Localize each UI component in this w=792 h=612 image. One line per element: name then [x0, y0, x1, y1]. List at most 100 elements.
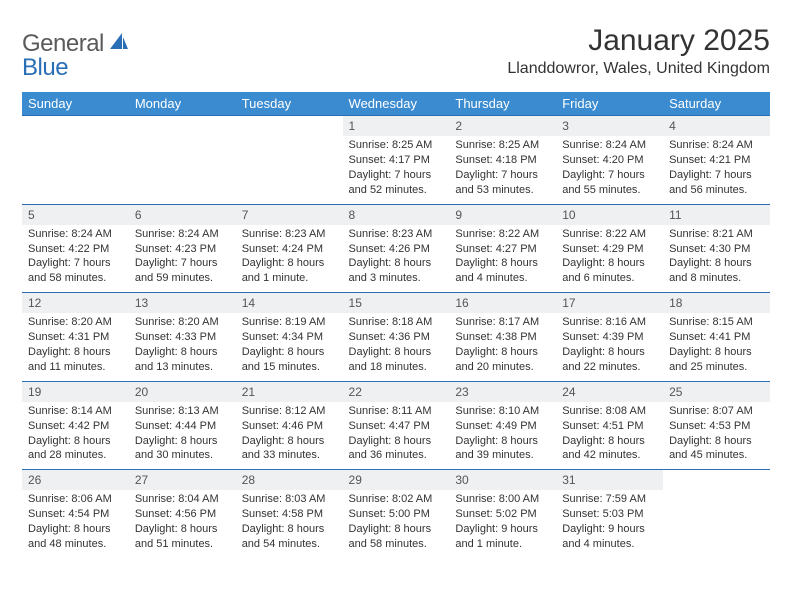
sunset-text: Sunset: 4:23 PM: [135, 242, 230, 257]
daylight-text: Daylight: 8 hours and 54 minutes.: [242, 522, 337, 552]
day-number-cell: [22, 116, 129, 137]
day-number: 11: [669, 208, 681, 222]
month-title: January 2025: [507, 24, 770, 58]
daylight-text: Daylight: 8 hours and 39 minutes.: [455, 434, 550, 464]
sunrise-text: Sunrise: 8:25 AM: [455, 138, 550, 153]
day-number-cell: 1: [343, 116, 450, 137]
sunrise-text: Sunrise: 8:08 AM: [562, 404, 657, 419]
sunrise-text: Sunrise: 8:04 AM: [135, 492, 230, 507]
sunset-text: Sunset: 5:02 PM: [455, 507, 550, 522]
daylight-text: Daylight: 8 hours and 22 minutes.: [562, 345, 657, 375]
day-content-cell: Sunrise: 8:25 AMSunset: 4:18 PMDaylight:…: [449, 136, 556, 204]
daylight-text: Daylight: 7 hours and 52 minutes.: [349, 168, 444, 198]
day-number: 29: [349, 473, 362, 487]
sunrise-text: Sunrise: 8:02 AM: [349, 492, 444, 507]
sunrise-text: Sunrise: 8:20 AM: [28, 315, 123, 330]
daylight-text: Daylight: 8 hours and 30 minutes.: [135, 434, 230, 464]
day-number-cell: 4: [663, 116, 770, 137]
sunrise-text: Sunrise: 8:23 AM: [242, 227, 337, 242]
day-content-cell: [663, 490, 770, 557]
sunset-text: Sunset: 4:30 PM: [669, 242, 764, 257]
day-content-cell: Sunrise: 8:17 AMSunset: 4:38 PMDaylight:…: [449, 313, 556, 381]
day-number: 23: [455, 385, 468, 399]
day-content-cell: Sunrise: 8:24 AMSunset: 4:23 PMDaylight:…: [129, 225, 236, 293]
day-number: 7: [242, 208, 249, 222]
day-number: 4: [669, 119, 676, 133]
sunset-text: Sunset: 5:03 PM: [562, 507, 657, 522]
sunrise-text: Sunrise: 8:11 AM: [349, 404, 444, 419]
daylight-text: Daylight: 8 hours and 4 minutes.: [455, 256, 550, 286]
day-number: 31: [562, 473, 575, 487]
sunrise-text: Sunrise: 8:25 AM: [349, 138, 444, 153]
day-content-cell: Sunrise: 8:03 AMSunset: 4:58 PMDaylight:…: [236, 490, 343, 557]
day-content-cell: [236, 136, 343, 204]
day-number-cell: 15: [343, 293, 450, 314]
day-number-cell: 30: [449, 470, 556, 491]
day-content-cell: Sunrise: 8:13 AMSunset: 4:44 PMDaylight:…: [129, 402, 236, 470]
sunrise-text: Sunrise: 8:07 AM: [669, 404, 764, 419]
day-number-cell: 9: [449, 204, 556, 225]
day-number-cell: 16: [449, 293, 556, 314]
page: General January 2025 Llanddowror, Wales,…: [0, 0, 792, 558]
sunset-text: Sunset: 4:24 PM: [242, 242, 337, 257]
title-block: January 2025 Llanddowror, Wales, United …: [507, 24, 770, 78]
daylight-text: Daylight: 8 hours and 20 minutes.: [455, 345, 550, 375]
sunset-text: Sunset: 4:29 PM: [562, 242, 657, 257]
day-content-cell: Sunrise: 8:23 AMSunset: 4:24 PMDaylight:…: [236, 225, 343, 293]
sunrise-text: Sunrise: 8:24 AM: [135, 227, 230, 242]
day-number-cell: 6: [129, 204, 236, 225]
daylight-text: Daylight: 8 hours and 28 minutes.: [28, 434, 123, 464]
day-number: 12: [28, 296, 41, 310]
day-number-cell: 13: [129, 293, 236, 314]
day-content-cell: Sunrise: 8:19 AMSunset: 4:34 PMDaylight:…: [236, 313, 343, 381]
day-number-cell: 29: [343, 470, 450, 491]
sunrise-text: Sunrise: 8:24 AM: [669, 138, 764, 153]
week-content-row: Sunrise: 8:14 AMSunset: 4:42 PMDaylight:…: [22, 402, 770, 470]
day-number: 27: [135, 473, 148, 487]
day-number: 21: [242, 385, 255, 399]
day-number-cell: 8: [343, 204, 450, 225]
day-content-cell: Sunrise: 8:12 AMSunset: 4:46 PMDaylight:…: [236, 402, 343, 470]
sunrise-text: Sunrise: 8:03 AM: [242, 492, 337, 507]
day-header-row: Sunday Monday Tuesday Wednesday Thursday…: [22, 92, 770, 116]
daylight-text: Daylight: 7 hours and 56 minutes.: [669, 168, 764, 198]
week-daynum-row: 19202122232425: [22, 381, 770, 402]
day-content-cell: Sunrise: 8:07 AMSunset: 4:53 PMDaylight:…: [663, 402, 770, 470]
sunset-text: Sunset: 4:42 PM: [28, 419, 123, 434]
sunrise-text: Sunrise: 8:20 AM: [135, 315, 230, 330]
day-content-cell: Sunrise: 8:10 AMSunset: 4:49 PMDaylight:…: [449, 402, 556, 470]
daylight-text: Daylight: 8 hours and 15 minutes.: [242, 345, 337, 375]
sunset-text: Sunset: 4:34 PM: [242, 330, 337, 345]
sunset-text: Sunset: 4:47 PM: [349, 419, 444, 434]
daylight-text: Daylight: 8 hours and 42 minutes.: [562, 434, 657, 464]
logo-sail-icon: [108, 31, 130, 58]
day-number: 17: [562, 296, 575, 310]
sunrise-text: Sunrise: 8:22 AM: [455, 227, 550, 242]
header: General January 2025 Llanddowror, Wales,…: [22, 24, 770, 78]
location: Llanddowror, Wales, United Kingdom: [507, 60, 770, 78]
week-daynum-row: 567891011: [22, 204, 770, 225]
day-number-cell: [129, 116, 236, 137]
sunrise-text: Sunrise: 8:24 AM: [562, 138, 657, 153]
sunset-text: Sunset: 4:39 PM: [562, 330, 657, 345]
day-number: 26: [28, 473, 41, 487]
sunset-text: Sunset: 4:20 PM: [562, 153, 657, 168]
sunrise-text: Sunrise: 8:00 AM: [455, 492, 550, 507]
day-number: 5: [28, 208, 35, 222]
day-number: 25: [669, 385, 682, 399]
daylight-text: Daylight: 8 hours and 11 minutes.: [28, 345, 123, 375]
day-content-cell: Sunrise: 8:20 AMSunset: 4:31 PMDaylight:…: [22, 313, 129, 381]
sunset-text: Sunset: 4:41 PM: [669, 330, 764, 345]
day-number-cell: 27: [129, 470, 236, 491]
sunrise-text: Sunrise: 8:17 AM: [455, 315, 550, 330]
daylight-text: Daylight: 7 hours and 55 minutes.: [562, 168, 657, 198]
sunset-text: Sunset: 4:33 PM: [135, 330, 230, 345]
daylight-text: Daylight: 8 hours and 58 minutes.: [349, 522, 444, 552]
day-content-cell: Sunrise: 8:16 AMSunset: 4:39 PMDaylight:…: [556, 313, 663, 381]
sunset-text: Sunset: 4:58 PM: [242, 507, 337, 522]
day-number: 1: [349, 119, 356, 133]
day-number-cell: 14: [236, 293, 343, 314]
day-number: 3: [562, 119, 569, 133]
sunset-text: Sunset: 4:17 PM: [349, 153, 444, 168]
day-number-cell: [663, 470, 770, 491]
